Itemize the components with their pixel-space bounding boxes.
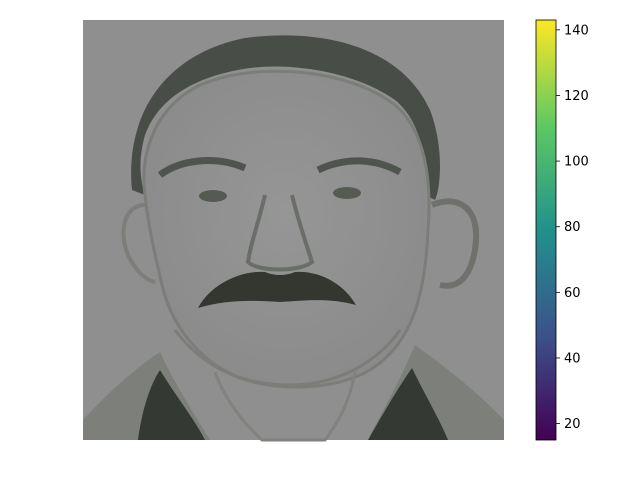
image-panel: [83, 20, 504, 442]
colorbar: 20 40 60 80 100 120 140: [535, 19, 589, 441]
colorbar-tick-label: 140: [564, 23, 589, 38]
neck: [213, 371, 357, 442]
right-eyebrow: [316, 157, 402, 176]
right-eye: [333, 187, 361, 199]
left-lapel: [138, 370, 205, 440]
colorbar-tick-label: 80: [564, 220, 581, 235]
colorbar-tick-label: 60: [564, 286, 581, 301]
portrait-image: [83, 35, 504, 442]
mustache: [198, 271, 356, 308]
left-ear: [121, 203, 156, 284]
right-ear: [430, 198, 480, 289]
colorbar-tick-label: 100: [564, 155, 589, 170]
colorbar-tick-label: 40: [564, 351, 581, 366]
right-lapel: [368, 368, 448, 440]
colorbar-tick-label: 120: [564, 89, 589, 104]
hair-outline: [131, 35, 440, 201]
colorbar-gradient: [535, 19, 557, 441]
left-eyebrow: [157, 157, 247, 178]
nose: [245, 194, 315, 272]
jawline: [173, 329, 402, 387]
face: [142, 69, 431, 389]
colorbar-ticks: 20 40 60 80 100 120 140: [556, 23, 589, 432]
colorbar-tick-label: 20: [564, 417, 581, 432]
left-eye: [199, 190, 227, 202]
